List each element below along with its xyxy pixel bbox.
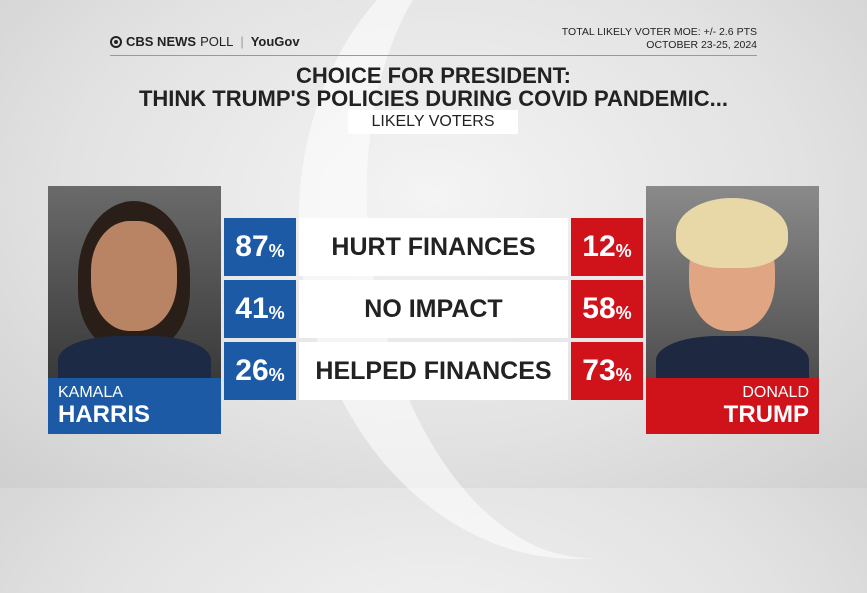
trump-value: 73% bbox=[571, 342, 643, 400]
harris-photo bbox=[48, 186, 221, 378]
harris-first-name: KAMALA bbox=[58, 384, 123, 401]
logo-cbs: CBS NEWS bbox=[126, 34, 197, 49]
chart-title: CHOICE FOR PRESIDENT: THINK TRUMP'S POLIC… bbox=[0, 64, 867, 110]
trump-first-name: DONALD bbox=[742, 384, 809, 401]
trump-last-name: TRUMP bbox=[723, 401, 809, 428]
category-label: NO IMPACT bbox=[299, 280, 568, 338]
harris-value: 87% bbox=[224, 218, 296, 276]
trump-photo bbox=[646, 186, 819, 378]
cbs-yougov-logo: CBS NEWS POLL | YouGov bbox=[110, 34, 300, 49]
logo-partner: YouGov bbox=[250, 34, 300, 49]
trump-value: 12% bbox=[571, 218, 643, 276]
divider bbox=[110, 55, 757, 56]
moe: TOTAL LIKELY VOTER MOE: +/- 2.6 PTS bbox=[561, 26, 757, 38]
subtitle: LIKELY VOTERS bbox=[348, 110, 518, 134]
candidate-trump: DONALD TRUMP bbox=[646, 186, 819, 434]
poll-info: TOTAL LIKELY VOTER MOE: +/- 2.6 PTS OCTOB… bbox=[562, 26, 757, 52]
harris-last-name: HARRIS bbox=[58, 401, 151, 428]
title-line-1: CHOICE FOR PRESIDENT: bbox=[295, 63, 572, 88]
harris-value: 41% bbox=[224, 280, 296, 338]
category-label: HELPED FINANCES bbox=[299, 342, 568, 400]
trump-value: 58% bbox=[571, 280, 643, 338]
cbs-eye-icon bbox=[110, 35, 122, 48]
title-line-2: THINK TRUMP'S POLICIES DURING COVID PAND… bbox=[138, 86, 729, 111]
candidate-harris: KAMALA HARRIS bbox=[48, 186, 221, 434]
dates: OCTOBER 23-25, 2024 bbox=[646, 39, 757, 51]
logo-poll: POLL bbox=[200, 34, 234, 49]
harris-value: 26% bbox=[224, 342, 296, 400]
table-row: 41% NO IMPACT 58% bbox=[224, 280, 643, 338]
table-row: 87% HURT FINANCES 12% bbox=[224, 218, 643, 276]
table-row: 26% HELPED FINANCES 73% bbox=[224, 342, 643, 400]
category-label: HURT FINANCES bbox=[299, 218, 568, 276]
